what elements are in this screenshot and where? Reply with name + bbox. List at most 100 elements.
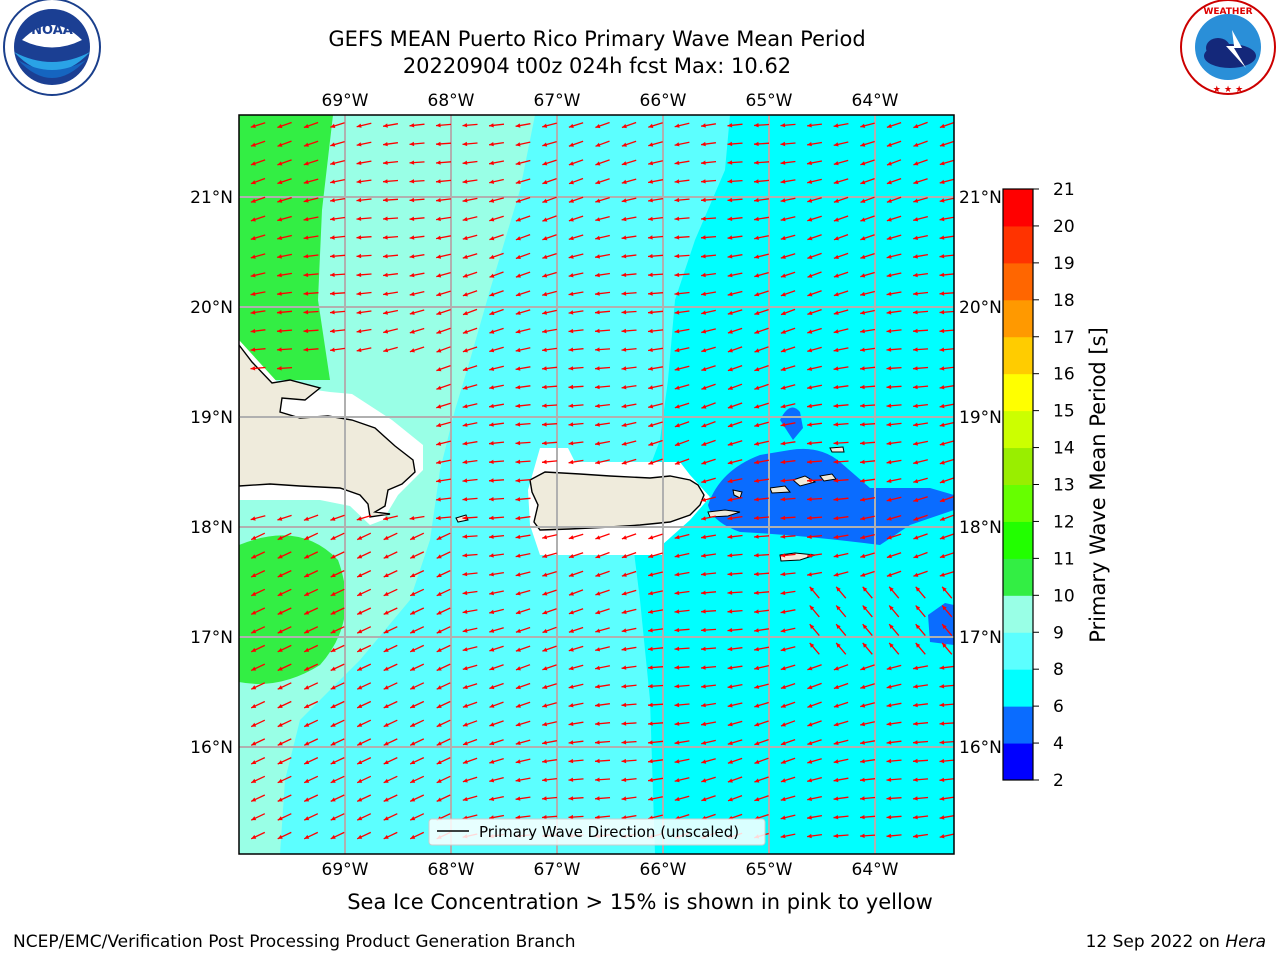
wave-arrow-head <box>833 833 839 838</box>
wave-arrow-head <box>436 273 442 278</box>
wave-arrow-head <box>887 161 892 166</box>
wave-arrow-head <box>277 366 282 371</box>
wave-arrow-head <box>913 833 918 839</box>
wave-arrow-head <box>462 160 468 165</box>
wave-arrow-head <box>489 292 495 297</box>
wave-arrow-head <box>621 815 627 820</box>
wave-arrow-head <box>648 216 653 221</box>
wave-arrow-head <box>674 665 680 670</box>
wave-arrow-head <box>383 685 389 690</box>
wave-arrow-head <box>568 123 574 128</box>
lon-label-bottom: 64°W <box>852 860 899 880</box>
wave-arrow-head <box>809 624 815 629</box>
wave-arrow-head <box>383 816 389 821</box>
colorbar-swatch <box>1003 262 1033 301</box>
wave-arrow-head <box>860 310 865 315</box>
wave-arrow-head <box>436 404 442 409</box>
wave-arrow-head <box>886 721 892 726</box>
wave-arrow-head <box>648 385 653 390</box>
wave-arrow-head <box>462 722 468 727</box>
wave-arrow-head <box>568 758 574 764</box>
wave-arrow-head <box>436 610 442 615</box>
wave-arrow-head <box>277 741 283 746</box>
wave-arrow-head <box>410 554 416 559</box>
wave-arrow-head <box>913 497 919 502</box>
wave-arrow-head <box>595 366 600 371</box>
wave-arrow-head <box>833 217 839 222</box>
wave-arrow-head <box>303 124 309 129</box>
wave-arrow-head <box>356 160 362 165</box>
wave-arrow-head <box>674 366 680 371</box>
colorbar-tick-label: 14 <box>1053 439 1075 459</box>
wave-arrow-head <box>568 273 574 278</box>
wave-arrow-head <box>462 273 468 278</box>
lon-label-top: 64°W <box>852 91 899 111</box>
wave-arrow-head <box>886 217 892 222</box>
wave-arrow-head <box>277 704 283 708</box>
wave-arrow-head <box>833 161 839 166</box>
wave-arrow-head <box>250 366 256 371</box>
wave-arrow-head <box>939 498 945 503</box>
wave-arrow-head <box>330 797 336 802</box>
wave-arrow-head <box>621 702 627 708</box>
wave-arrow-head <box>860 740 865 745</box>
wave-arrow-head <box>436 216 441 222</box>
wave-arrow-head <box>383 179 388 184</box>
wave-arrow-head <box>462 797 468 802</box>
wave-arrow-head <box>860 459 865 465</box>
wave-arrow-head <box>356 253 362 259</box>
wave-arrow-head <box>648 535 654 540</box>
wave-arrow-head <box>595 422 600 427</box>
wave-arrow-head <box>489 441 494 446</box>
wave-arrow-head <box>568 403 574 408</box>
wave-arrow-head <box>674 385 680 390</box>
wave-arrow-head <box>727 497 733 502</box>
wave-arrow-head <box>754 571 759 577</box>
wave-arrow-head <box>860 273 866 278</box>
wave-arrow-head <box>383 573 389 577</box>
wave-arrow-head <box>939 216 945 222</box>
wave-arrow-head <box>780 834 786 839</box>
wave-arrow-head <box>489 572 494 577</box>
wave-arrow-head <box>489 609 495 614</box>
wave-arrow-head <box>568 328 574 334</box>
wave-arrow-head <box>727 478 733 484</box>
wave-arrow-head <box>383 666 389 671</box>
wave-arrow-head <box>780 198 786 203</box>
wave-arrow-head <box>250 142 256 147</box>
wave-arrow-head <box>754 329 760 334</box>
wave-arrow-head <box>674 216 680 221</box>
colorbar-tick-label: 8 <box>1053 660 1064 680</box>
wave-arrow-head <box>410 647 416 652</box>
wave-arrow-head <box>913 721 918 726</box>
wave-arrow-head <box>648 123 654 128</box>
wave-arrow-head <box>410 666 416 671</box>
wave-arrow-head <box>436 722 442 727</box>
colorbar-label: Primary Wave Mean Period [s] <box>1086 327 1110 643</box>
wave-arrow-head <box>436 329 442 334</box>
wave-arrow-head <box>304 760 310 764</box>
wave-arrow-head <box>701 197 706 203</box>
wave-arrow-head <box>515 347 521 353</box>
wave-arrow-head <box>621 235 627 240</box>
wave-arrow-head <box>568 422 574 427</box>
wave-arrow-head <box>939 740 945 745</box>
wave-arrow-head <box>621 254 627 259</box>
wave-arrow-head <box>728 385 733 390</box>
wave-arrow-head <box>489 666 495 671</box>
wave-arrow-head <box>621 179 627 184</box>
wave-arrow-head <box>410 797 416 802</box>
wave-arrow-head <box>595 161 601 166</box>
wave-arrow-head <box>383 329 389 334</box>
wave-arrow-head <box>860 441 865 446</box>
wave-arrow-head <box>807 459 812 464</box>
wave-arrow-head <box>836 642 841 648</box>
wave-arrow-head <box>860 796 865 801</box>
wave-arrow-head <box>836 605 841 611</box>
wave-arrow-head <box>674 646 680 651</box>
wave-arrow-head <box>489 685 495 690</box>
wave-arrow-head <box>462 703 468 708</box>
wave-arrow-head <box>515 459 521 464</box>
wave-arrow-head <box>621 403 627 409</box>
